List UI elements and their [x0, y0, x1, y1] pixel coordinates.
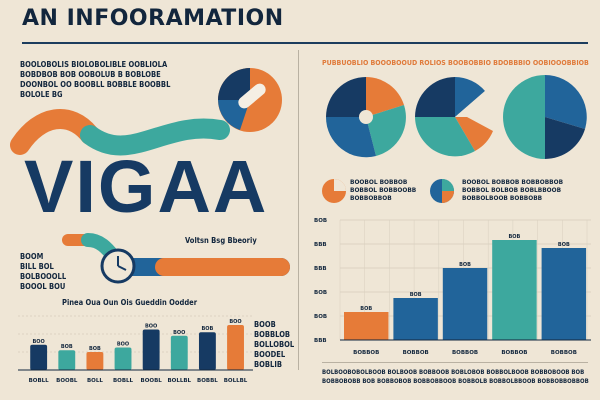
small-bar-chart: BOO BOBLL BOB BOOBL BOB BOLL BOO BOBLL BOO BOOBL B… — [18, 315, 253, 384]
tick-label: BOB — [314, 290, 327, 296]
value-label: BOB — [201, 326, 213, 332]
legend-line: BOBBOLBOOB BOBBOBB — [462, 194, 543, 202]
legend-text-2: BOOBOL BOBBOB BOBBOBBOB BOBBOL BOLBOB BO… — [462, 178, 563, 202]
bar — [114, 347, 132, 370]
value-label: BOB — [410, 292, 422, 298]
legend-icon-2 — [430, 179, 454, 203]
side-line: BOOOL BOU — [20, 282, 66, 291]
value-label: BOO — [117, 342, 129, 348]
bar — [541, 248, 587, 340]
bar — [142, 329, 160, 370]
hero-graphic — [10, 68, 282, 156]
intro-line: BOLOLE BG — [20, 90, 63, 99]
category-label: BOOBL — [141, 378, 163, 384]
category-label: BOBBOB — [403, 350, 429, 356]
small-chart-side: BOOB BOBBLOB BOLLOBOL BOODEL BOBLIB — [254, 320, 298, 370]
side-line: BOBLIB — [254, 360, 282, 369]
category-label: BOBLL — [113, 378, 134, 384]
value-label: BOB — [459, 262, 471, 268]
side-line: BOODEL — [254, 350, 286, 359]
tick-label: BBB — [314, 266, 327, 272]
page-title: AN INFOORAMATION — [22, 6, 284, 31]
bar — [58, 350, 76, 370]
category-label: BOBBOB — [551, 350, 577, 356]
bottom-line: BOLBOOBOBOLBOOB BOLBOOB BOBBOOB BOBLOBOB… — [322, 369, 585, 376]
value-label: BOB — [360, 306, 372, 312]
value-label: BOO — [145, 324, 157, 330]
pie-chart-3 — [503, 75, 587, 159]
category-label: BOBBOB — [501, 350, 527, 356]
category-label: BOBBL — [197, 378, 218, 384]
side-text: BOOM BILL BOL BOLBOOOLL BOOOL BOU — [20, 252, 80, 292]
bar — [198, 332, 216, 370]
side-line: BOOB — [254, 320, 276, 329]
bar — [393, 298, 438, 340]
legend-icon-1 — [322, 179, 346, 203]
tick-label: BBB — [314, 242, 327, 248]
bar — [170, 335, 188, 370]
category-label: BOBLL — [29, 378, 50, 384]
value-label: BOB — [61, 344, 73, 350]
intro-text: BOOLOBOLIS BIOLOBOLIBLE OOBLIOLA BOBDBOB… — [20, 60, 190, 100]
bar — [492, 240, 537, 340]
tick-label: BBB — [314, 338, 327, 344]
big-bar-chart: BOBBBBBBBBOBBOBBBBBOBBOBBOBBOBBOBBOBBOBB… — [314, 218, 591, 356]
hero-circle-navy — [218, 68, 250, 100]
side-line: BOBBLOB — [254, 330, 291, 339]
bottom-line: BOBBOBOBB BOB BOBBOBOB BOBBOBBOOB BOBBOL… — [322, 378, 589, 385]
legend-text-1: BOOBOL BOBBOB BOBBOL BOBBOOBB BOBBOBBOB — [350, 178, 416, 202]
value-label: BOB — [508, 234, 520, 240]
value-label: BOB — [558, 242, 570, 248]
pie-chart-2 — [415, 77, 496, 157]
bar — [227, 325, 244, 370]
value-label: BOO — [173, 330, 185, 336]
legend-line: BOBBOBBOB — [350, 194, 392, 202]
side-line: BOLBOOOLL — [20, 272, 67, 281]
big-word: VIGAA — [24, 145, 269, 228]
column-divider — [298, 50, 299, 370]
category-label: BOBBOB — [452, 350, 478, 356]
pie-chart-1 — [325, 77, 406, 158]
value-label: BOO — [33, 339, 45, 345]
gauge-graphic — [62, 233, 290, 284]
side-line: BOOM — [20, 252, 44, 261]
bar — [86, 352, 104, 370]
legend-line: BOOBOL BOBBOB — [350, 178, 408, 186]
header-rule — [22, 42, 588, 44]
tick-label: BOB — [314, 314, 327, 320]
category-label: BOLL — [87, 378, 103, 384]
small-chart-title: Pinea Oua Oun Ois Gueddin Oodder — [62, 298, 198, 307]
category-label: BOBBOB — [353, 350, 379, 356]
intro-line: DOONBOL OO BOOBLL BOBBLE BOOBBL — [20, 80, 171, 89]
side-line: BOLLOBOL — [254, 340, 295, 349]
legend-line: BOOBOL BOBBOB BOBBOBBOB — [462, 178, 564, 186]
legend-line: BOBBOL BOLBOB BOBLBBOOB — [462, 186, 562, 194]
side-line: BILL BOL — [20, 262, 54, 271]
right-top-text: PUBBUOBLIO BOOOBOOUD ROLIOS BOOBOBBIO BD… — [322, 59, 589, 67]
bottom-text: BOLBOOBOBOLBOOB BOLBOOB BOBBOOB BOBLOBOB… — [322, 368, 589, 386]
intro-line: BOOLOBOLIS BIOLOBOLIBLE OOBLIOLA — [20, 60, 168, 69]
category-label: BOOBL — [56, 378, 78, 384]
legend-line: BOBBOL BOBBOOBB — [350, 186, 417, 194]
tick-label: BOB — [314, 218, 327, 224]
wave-teal — [80, 118, 230, 156]
bar — [442, 268, 488, 340]
gauge-label: Voltsn Bsg Bbeoriy — [185, 236, 257, 245]
bar — [30, 344, 48, 370]
wave-orange — [10, 109, 100, 155]
value-label: BOO — [229, 319, 241, 325]
category-label: BOLLBL — [167, 378, 191, 384]
intro-line: BOBDBOB BOB OOBOLUB B BOBLOBE — [20, 70, 161, 79]
pie-group — [325, 75, 587, 159]
bar — [344, 312, 389, 340]
value-label: BOB — [89, 346, 101, 352]
category-label: BOLLBL — [224, 378, 248, 384]
hero-handle — [238, 83, 266, 109]
bottom-rule — [322, 362, 588, 363]
